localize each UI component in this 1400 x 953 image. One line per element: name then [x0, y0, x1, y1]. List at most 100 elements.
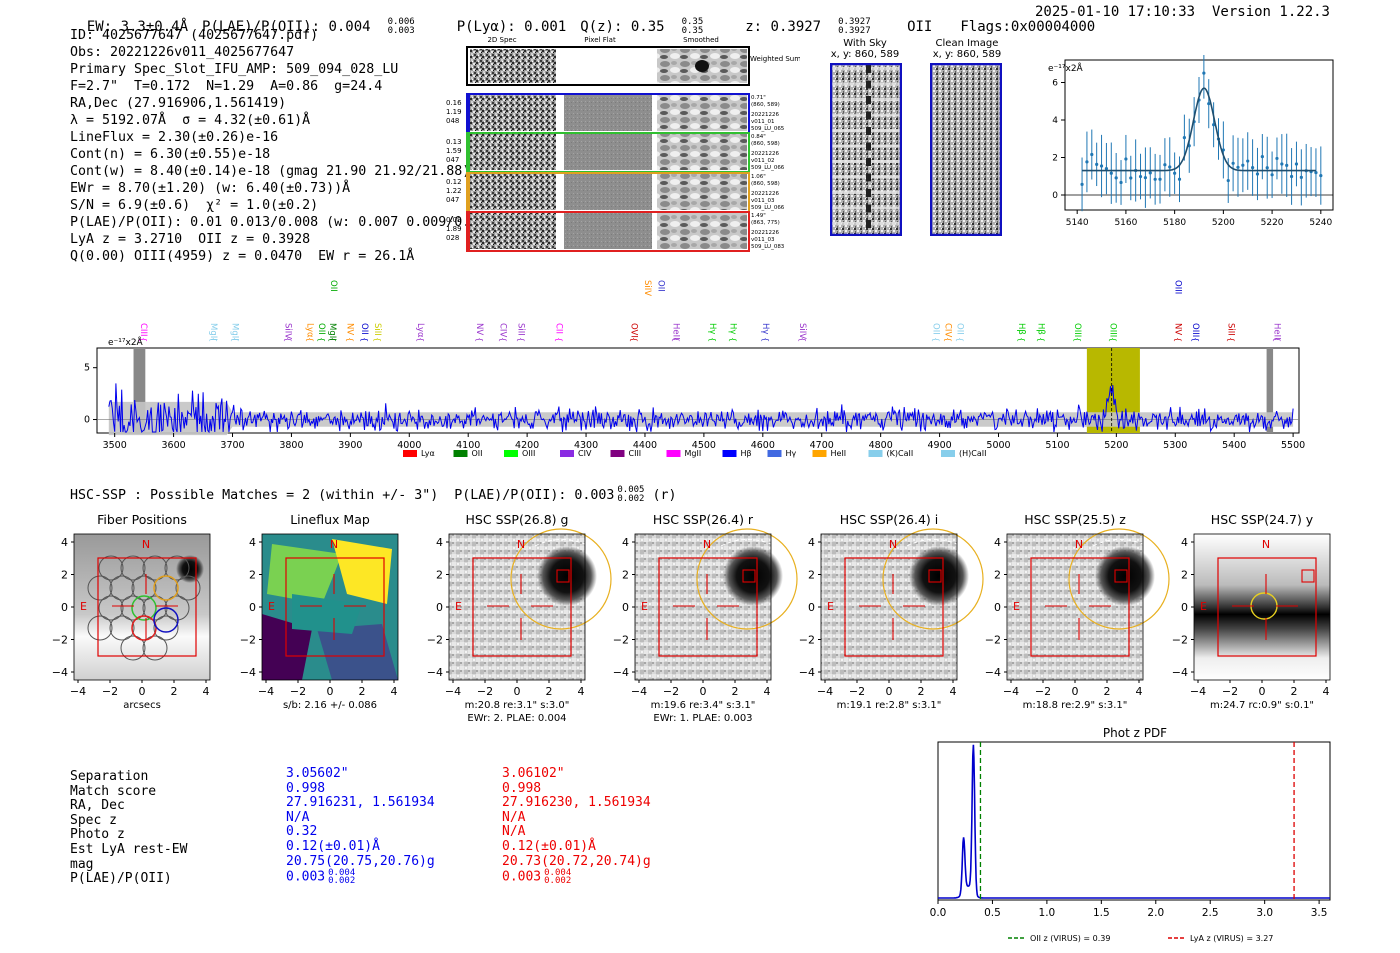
sky-line	[866, 158, 871, 166]
x-tick-label: −4	[70, 685, 86, 698]
cutout-row-marker	[467, 133, 470, 172]
data-point	[1289, 174, 1294, 179]
north-label: N	[703, 538, 711, 551]
x-tick-label: 2	[171, 685, 178, 698]
aperture-box	[1030, 557, 1130, 657]
y-tick-label: −2	[427, 634, 443, 647]
data-point	[1163, 163, 1167, 167]
spectrum-ylabel: e⁻¹⁷x2Å	[108, 336, 144, 348]
east-label: E	[641, 600, 648, 613]
row-info: 509_LU_083	[751, 244, 785, 250]
row-info: 0.71"	[751, 95, 766, 101]
north-label: N	[1262, 538, 1270, 551]
line-marker-label: MgII	[230, 323, 240, 341]
data-point	[1265, 166, 1269, 170]
legend-label: OIII	[522, 449, 535, 458]
panel-image	[1194, 534, 1330, 680]
row-label: mag	[70, 856, 94, 872]
line-marker-label: MgII	[208, 323, 218, 341]
panel-xlabel: m:24.7 rc:0.9" s:0.1"	[1210, 700, 1314, 711]
y-tick-label: 0	[994, 601, 1001, 614]
row-info: (860, 589)	[751, 102, 780, 108]
spectrum-line	[108, 383, 1294, 434]
clean-image-title: Clean Image x, y: 860, 589	[932, 38, 1002, 60]
line-marker-label: Lyα	[304, 323, 314, 338]
aperture-box	[97, 557, 197, 657]
match-value: N/A	[286, 809, 310, 825]
x-tick-label: 2	[918, 685, 925, 698]
line-marker-label: CIV	[498, 323, 508, 337]
x-tick-label: 3900	[338, 440, 362, 451]
line-marker-brace: {	[1017, 337, 1026, 342]
y-tick-label: 2	[436, 569, 443, 582]
sky-line	[866, 189, 871, 197]
lineflux-region	[292, 594, 362, 634]
match-2-column: 3.06102" 0.998 27.916230, 1.561934 N/A N…	[502, 766, 651, 885]
line-marker-brace: {	[955, 337, 964, 342]
x-tick-label: 4	[950, 685, 957, 698]
panel-title: HSC SSP(26.4) r	[653, 512, 754, 527]
data-point	[1109, 171, 1113, 175]
line-marker-label: SiII	[515, 323, 525, 336]
detect-line: EWr = 8.70(±1.20) (w: 6.40(±0.73))Å	[70, 181, 351, 196]
legend-swatch	[941, 450, 955, 457]
bright-source	[909, 546, 969, 606]
fit-curve	[1082, 87, 1316, 172]
east-label: E	[1013, 600, 1020, 613]
line-marker-label: Hγ	[727, 323, 737, 334]
fiber-circle	[87, 575, 113, 601]
row-label: 0.13	[446, 138, 462, 146]
row-label: RA, Dec	[70, 798, 125, 814]
y-tick-label: 5	[84, 363, 90, 374]
line-marker-brace: {	[1226, 337, 1235, 342]
x-tick-label: 4200	[515, 440, 539, 451]
north-label: N	[517, 538, 525, 551]
match-ellipse	[1068, 528, 1170, 630]
row-label: Separation	[70, 769, 149, 784]
x-tick-label: 4300	[574, 440, 598, 451]
data-point	[1280, 162, 1284, 166]
line-marker-label: OII	[359, 323, 369, 335]
x-tick-label: 2	[1291, 685, 1298, 698]
y-tick-label: −2	[240, 634, 256, 647]
line-marker-label: SiII	[372, 323, 382, 336]
row-label: Match score	[70, 783, 157, 799]
fiber-highlight	[131, 595, 157, 621]
smoothed-cutout	[657, 174, 747, 210]
sky-line	[866, 80, 871, 89]
line-marker-label: OII	[328, 280, 338, 292]
lineflux-region	[317, 624, 398, 680]
row-label: P(LAE)/P(OII)	[70, 871, 172, 887]
data-point	[1153, 177, 1157, 181]
row-info: v011_03	[751, 237, 775, 243]
x-tick-label: 3600	[162, 440, 186, 451]
data-point	[1173, 171, 1177, 175]
line-marker-label: SiIV	[642, 280, 652, 296]
row-info: v011_03	[751, 198, 775, 204]
x-tick-label: 5300	[1163, 440, 1187, 451]
timestamp-version: 2025-01-10 17:10:33 Version 1.22.3	[1035, 4, 1330, 20]
fiber-highlight	[153, 607, 179, 633]
row-info: 1.06"	[751, 174, 766, 180]
detect-line: RA,Dec (27.916906,1.561419)	[70, 96, 287, 111]
row-info: 20221226	[751, 112, 779, 118]
x-tick-label: 5160	[1114, 218, 1137, 228]
match-ellipse	[510, 528, 612, 630]
data-point	[1207, 102, 1211, 106]
data-point	[1080, 182, 1084, 186]
row-label: 1.22	[446, 187, 462, 195]
weighted-2d-cutout	[470, 49, 556, 83]
line-marker-brace: {	[671, 337, 680, 342]
ew-value: EW: 3.3±0.4Å	[86, 19, 189, 35]
data-point	[1119, 180, 1123, 185]
row-label: 1.89	[446, 225, 462, 233]
line-marker-label: HeII	[1271, 323, 1281, 340]
lineflux-region	[332, 539, 392, 604]
detect-line: Cont(w) = 8.40(±0.14)e-18 (gmag 21.90 21…	[70, 164, 471, 179]
match-value: 27.916230, 1.561934	[502, 795, 651, 811]
match-value: 0.12(±0.01)Å	[502, 838, 596, 854]
detect-line: Cont(n) = 6.30(±0.55)e-18	[70, 147, 271, 162]
legend-swatch	[610, 450, 625, 457]
y-tick-label: −4	[52, 666, 68, 679]
data-point	[1319, 173, 1323, 178]
